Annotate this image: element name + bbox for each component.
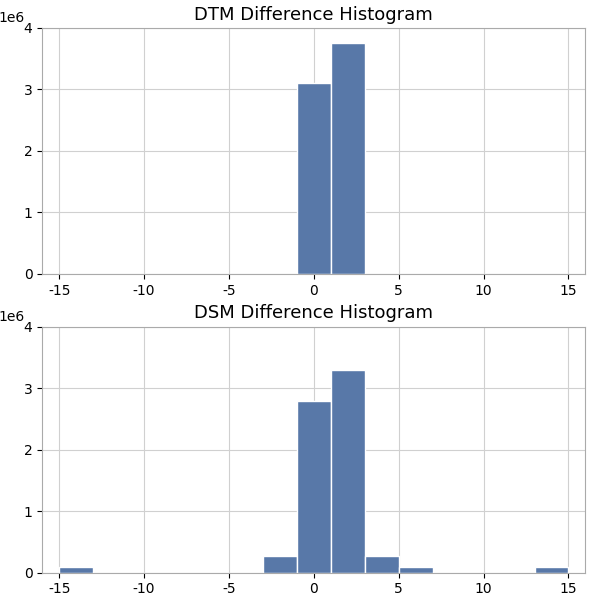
Bar bbox=[297, 400, 331, 573]
Text: 1e6: 1e6 bbox=[0, 311, 25, 324]
Bar bbox=[297, 83, 331, 274]
Title: DSM Difference Histogram: DSM Difference Histogram bbox=[194, 305, 433, 323]
Bar bbox=[263, 556, 297, 573]
Text: 1e6: 1e6 bbox=[0, 11, 25, 25]
Bar bbox=[59, 566, 93, 573]
Bar bbox=[365, 556, 399, 573]
Title: DTM Difference Histogram: DTM Difference Histogram bbox=[194, 5, 433, 23]
Bar bbox=[331, 43, 365, 274]
Bar bbox=[534, 566, 569, 573]
Bar bbox=[399, 566, 433, 573]
Bar bbox=[331, 370, 365, 573]
